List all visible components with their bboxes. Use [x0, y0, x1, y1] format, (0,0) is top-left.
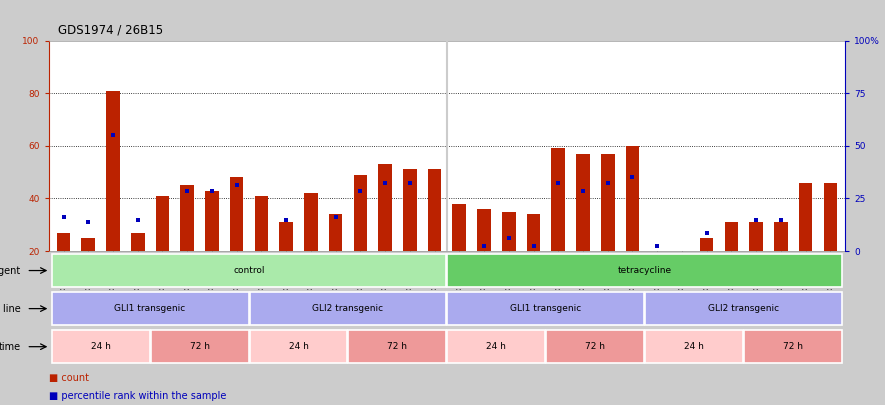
Bar — [51, 292, 249, 325]
Text: tetracycline: tetracycline — [618, 266, 672, 275]
Text: GLI1 transgenic: GLI1 transgenic — [114, 304, 186, 313]
Text: control: control — [234, 266, 265, 275]
Bar — [477, 209, 491, 251]
Bar — [427, 169, 442, 251]
Text: 24 h: 24 h — [90, 342, 111, 351]
Bar — [81, 238, 95, 251]
Bar — [181, 185, 194, 251]
Text: 72 h: 72 h — [189, 342, 210, 351]
Bar — [675, 251, 689, 254]
Bar — [353, 175, 367, 251]
Text: GDS1974 / 26B15: GDS1974 / 26B15 — [58, 23, 163, 36]
Bar — [700, 238, 713, 251]
Bar — [250, 330, 348, 363]
Bar — [626, 146, 639, 251]
Bar — [601, 153, 614, 251]
Text: ■ count: ■ count — [49, 373, 88, 383]
Bar — [51, 330, 150, 363]
Bar — [131, 232, 144, 251]
Bar — [280, 222, 293, 251]
Bar — [750, 222, 763, 251]
Bar — [51, 254, 446, 287]
Text: 24 h: 24 h — [487, 342, 506, 351]
Bar — [774, 222, 788, 251]
Bar — [744, 330, 843, 363]
Bar — [824, 183, 837, 251]
Bar — [576, 153, 589, 251]
Text: cell line: cell line — [0, 304, 20, 313]
Text: GLI2 transgenic: GLI2 transgenic — [312, 304, 383, 313]
Bar — [156, 196, 169, 251]
Bar — [378, 164, 392, 251]
Bar — [349, 330, 446, 363]
Text: 24 h: 24 h — [684, 342, 704, 351]
Bar — [230, 177, 243, 251]
Bar — [304, 193, 318, 251]
Bar — [448, 254, 843, 287]
Text: 72 h: 72 h — [783, 342, 804, 351]
Text: GLI2 transgenic: GLI2 transgenic — [708, 304, 780, 313]
Bar — [551, 149, 565, 251]
Bar — [799, 183, 812, 251]
Bar — [527, 214, 541, 251]
Bar — [448, 330, 545, 363]
Bar — [403, 169, 417, 251]
Text: GLI1 transgenic: GLI1 transgenic — [511, 304, 581, 313]
Bar — [150, 330, 249, 363]
Bar — [452, 204, 466, 251]
Text: ■ percentile rank within the sample: ■ percentile rank within the sample — [49, 391, 226, 401]
Bar — [57, 232, 70, 251]
Bar — [106, 91, 119, 251]
Bar — [650, 251, 664, 254]
Bar — [546, 330, 644, 363]
Text: time: time — [0, 342, 20, 352]
Bar — [725, 222, 738, 251]
Text: 72 h: 72 h — [388, 342, 407, 351]
Text: 24 h: 24 h — [289, 342, 309, 351]
Bar — [448, 292, 644, 325]
Bar — [205, 190, 219, 251]
Bar — [255, 196, 268, 251]
Bar — [502, 211, 516, 251]
Bar — [329, 214, 342, 251]
Bar — [645, 330, 743, 363]
Text: agent: agent — [0, 266, 20, 275]
Bar — [250, 292, 446, 325]
Bar — [645, 292, 843, 325]
Text: 72 h: 72 h — [585, 342, 605, 351]
